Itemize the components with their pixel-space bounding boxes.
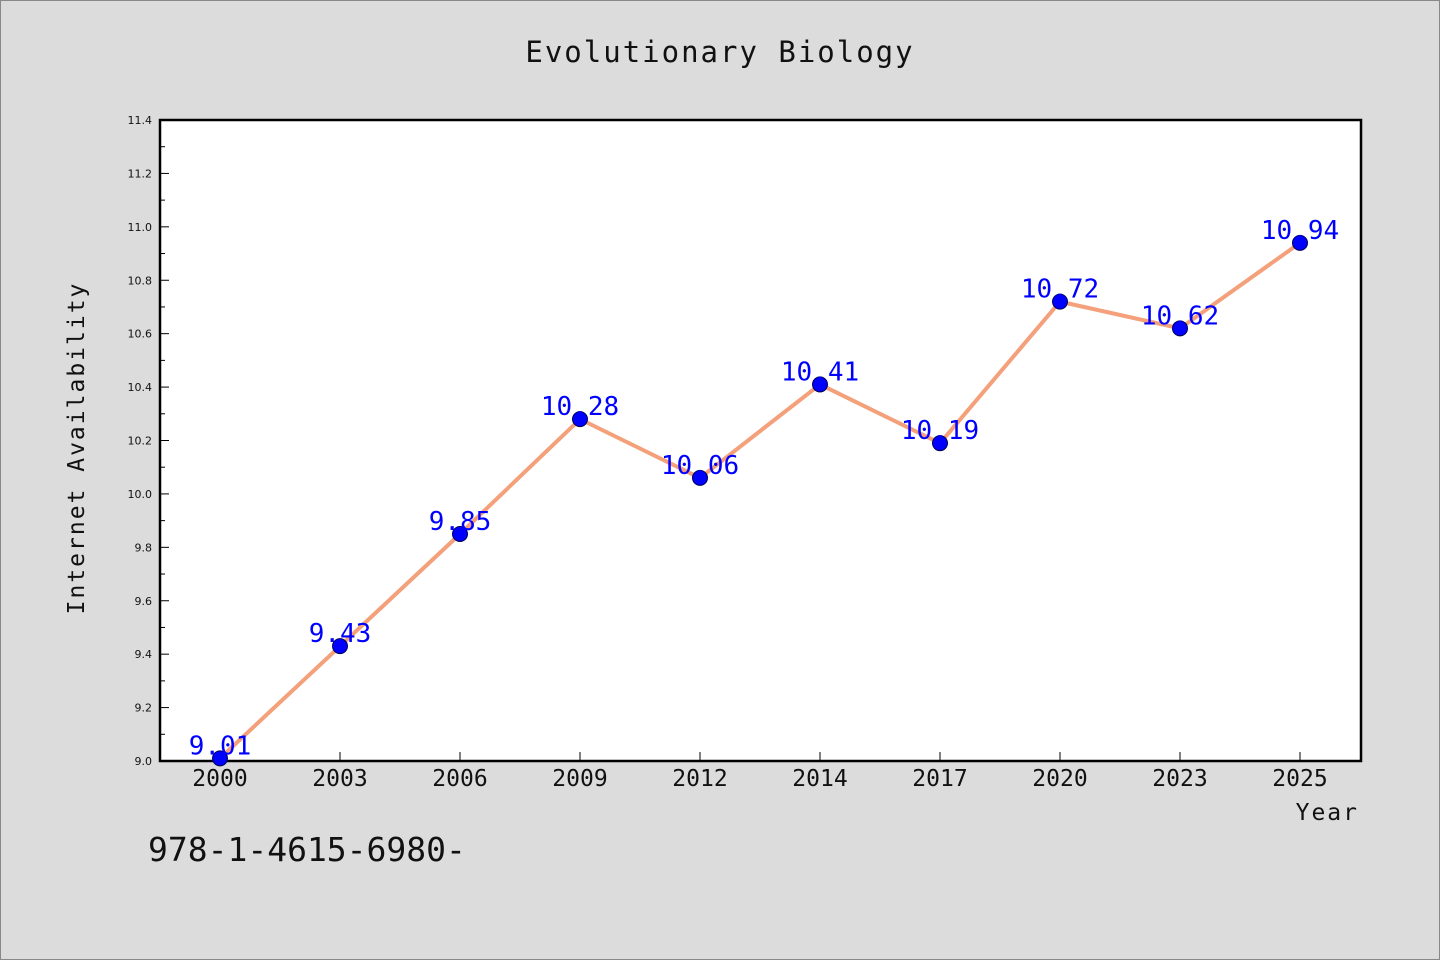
x-tick-label: 2009 [552,766,607,792]
data-label: 10.06 [661,451,739,481]
data-label: 10.72 [1021,275,1099,305]
y-tick-label: 9.6 [135,595,153,608]
x-axis: 2000 2003 2006 2009 2012 2014 2017 2020 2023 2025 [192,752,1328,792]
y-tick-label: 9.4 [135,648,153,661]
y-tick-label: 10.0 [128,488,153,501]
data-label: 10.19 [901,416,979,446]
footer-code: 978-1-4615-6980- [148,830,466,869]
data-point [1292,234,1308,251]
data-label: 9.43 [309,619,372,649]
x-axis-label: Year [1296,800,1359,826]
y-tick-label: 10.6 [128,328,153,341]
y-tick-label: 11.4 [128,114,153,127]
data-point [572,411,588,428]
y-tick-label: 11.2 [128,167,153,180]
x-tick-label: 2012 [672,766,727,792]
x-tick-label: 2003 [312,766,367,792]
data-series: 9.01 9.43 9.85 10.28 10.06 10.41 10.19 10.72 10.… [189,216,1339,767]
data-label: 10.62 [1141,301,1219,331]
plot-area [158,118,1363,763]
data-point [1052,293,1068,310]
y-tick-label: 9.8 [135,541,153,554]
y-tick-label: 9.0 [135,755,153,768]
data-point [932,435,948,452]
x-tick-label: 2023 [1152,766,1207,792]
y-tick-label: 9.2 [135,702,153,715]
x-tick-label: 2014 [792,766,847,792]
data-point [812,376,828,393]
series-line [218,240,1302,761]
y-tick-label: 11.0 [128,221,153,234]
data-point [1172,320,1188,337]
data-point [692,469,708,486]
y-tick-label: 10.8 [128,274,153,287]
y-tick-label: 10.2 [128,435,153,448]
x-tick-label: 2017 [912,766,967,792]
y-axis-label: Internet Availability [64,282,90,615]
data-label: 10.94 [1261,216,1339,246]
data-label: 9.85 [429,507,492,537]
y-axis: 9.0 9.2 9.4 9.6 9.8 10.0 10.2 10.4 10.6 10.8 11.0 1… [128,114,169,768]
data-point [332,638,348,655]
x-tick-label: 2006 [432,766,487,792]
x-tick-label: 2000 [192,766,247,792]
data-label: 10.41 [781,357,859,387]
x-tick-label: 2025 [1272,766,1327,792]
data-label: 9.01 [189,731,252,761]
y-tick-label: 10.4 [128,381,153,394]
chart-title: Evolutionary Biology [525,35,914,69]
x-tick-label: 2020 [1032,766,1087,792]
data-point [452,525,468,542]
data-point [212,750,228,767]
data-label: 10.28 [541,392,619,422]
